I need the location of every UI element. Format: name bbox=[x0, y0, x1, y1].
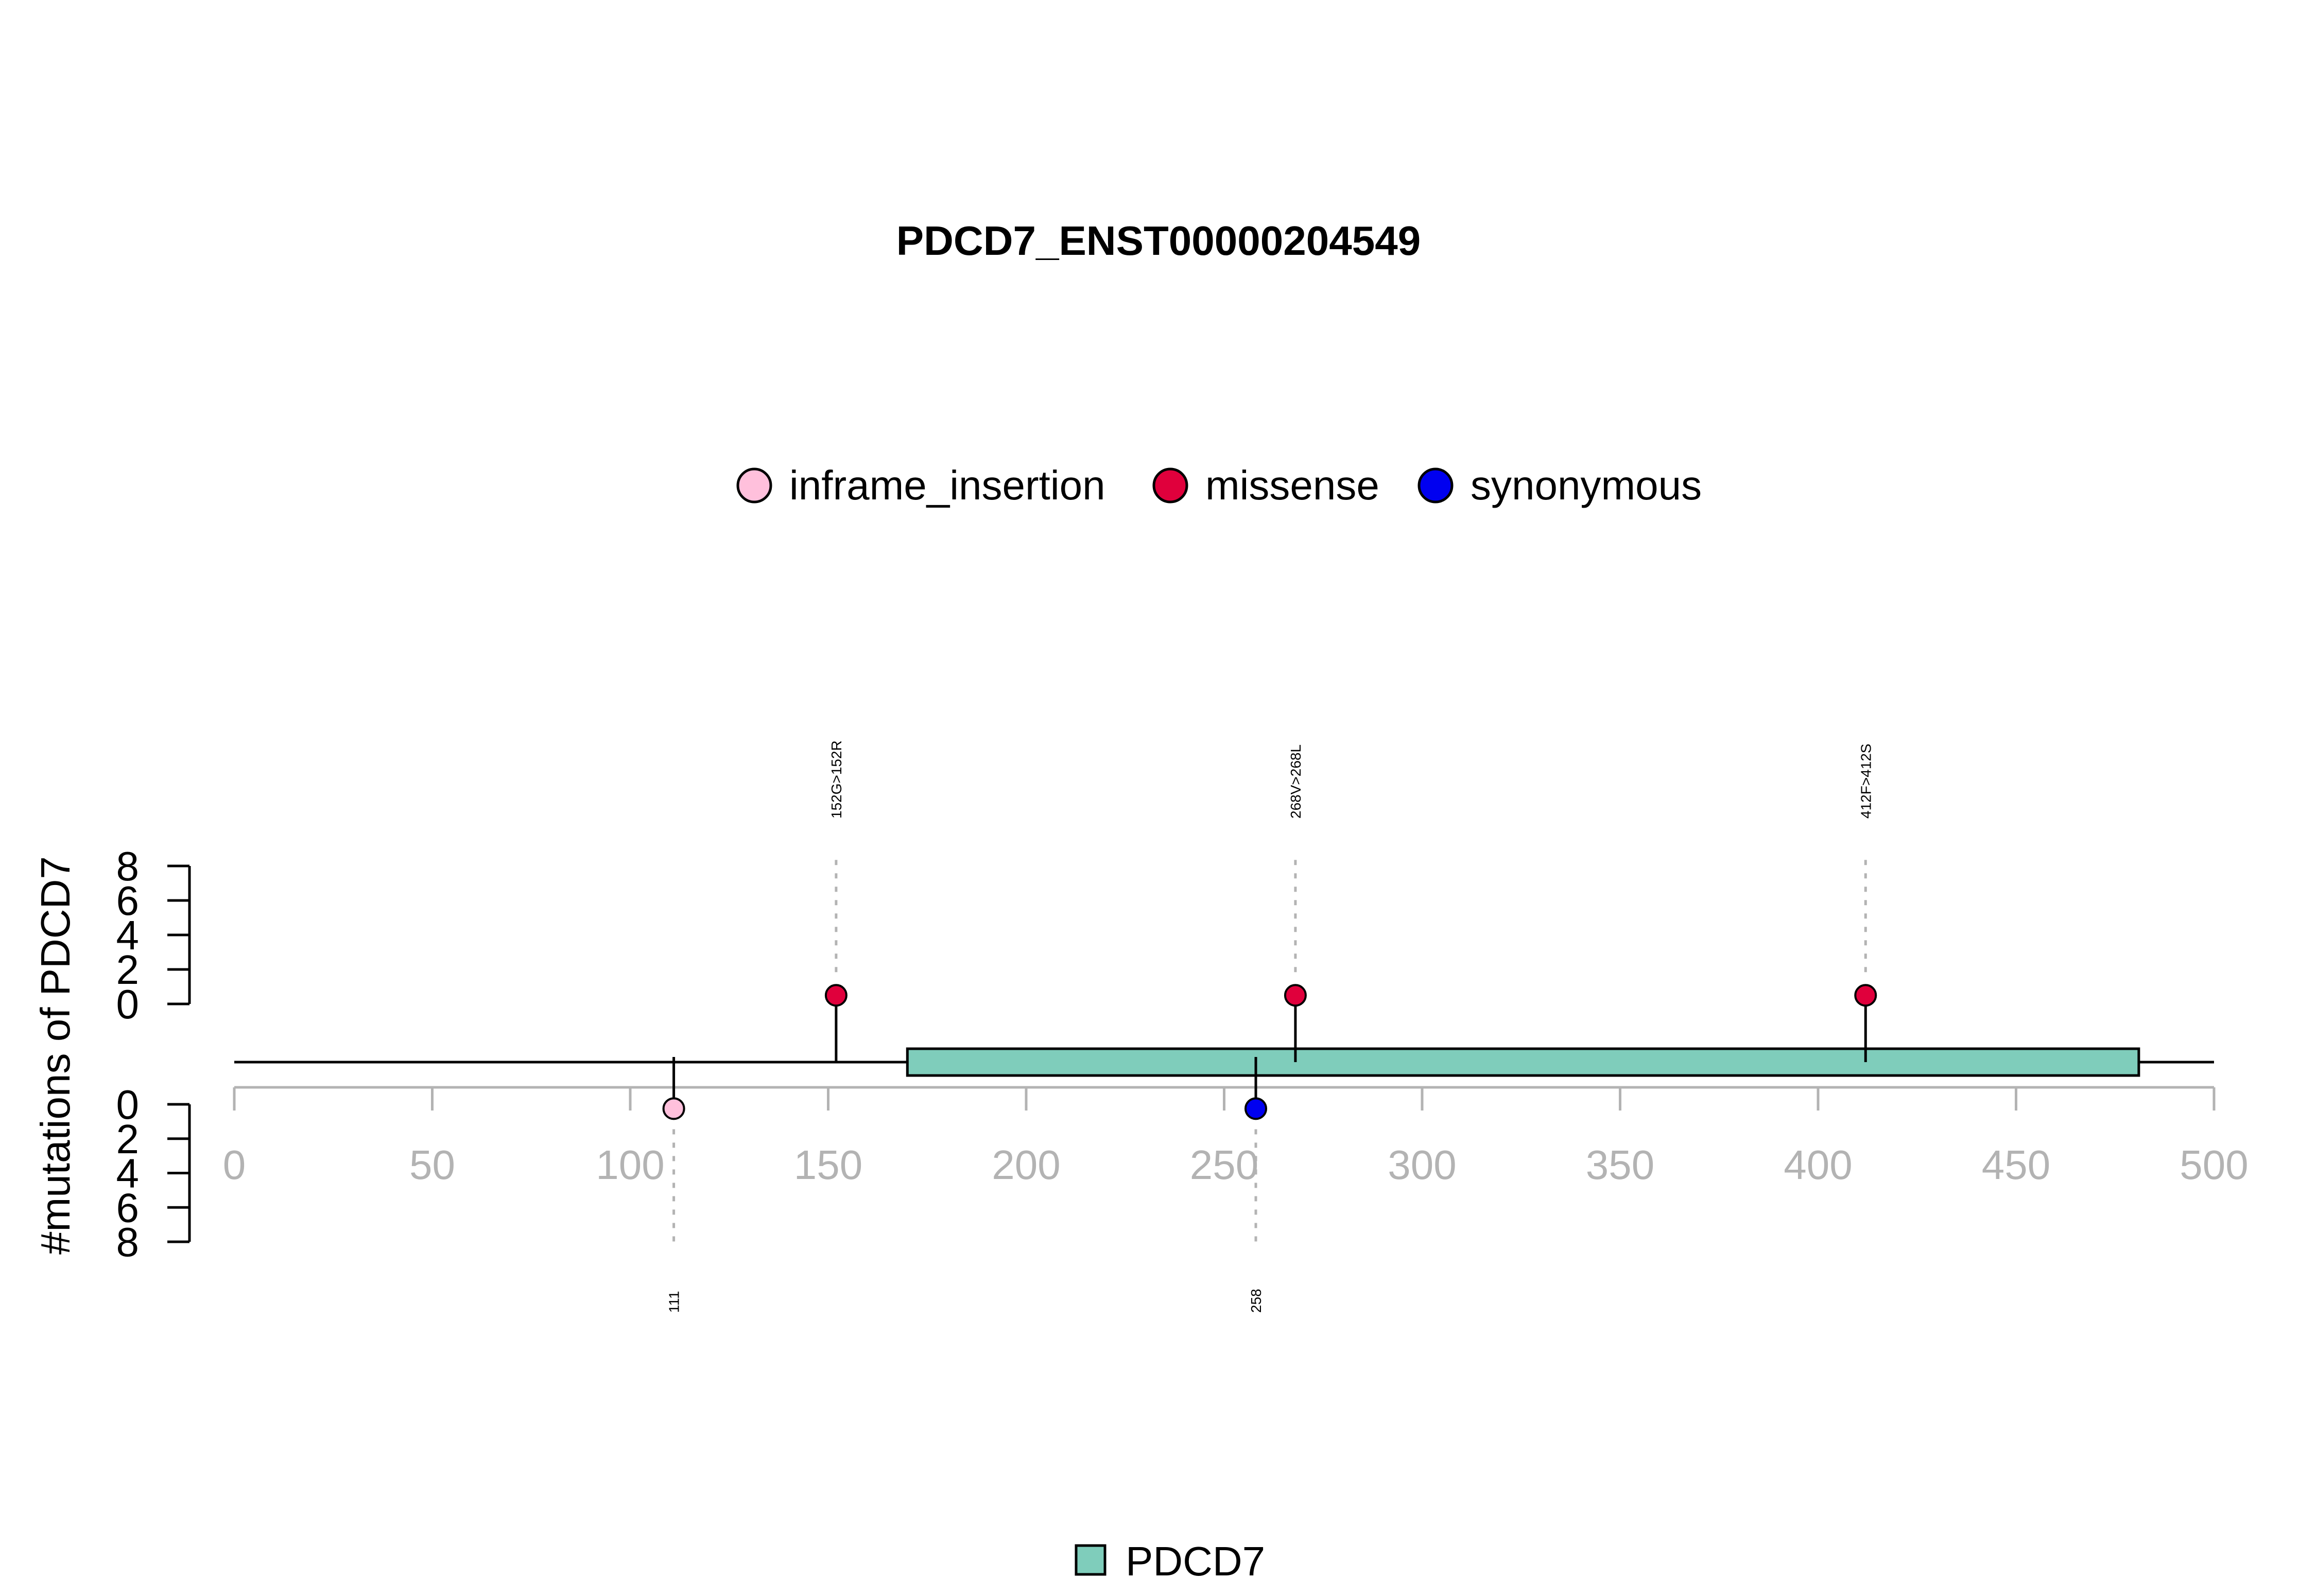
x-tick-label: 150 bbox=[794, 1142, 862, 1188]
y-tick-label-top: 0 bbox=[116, 981, 140, 1027]
legend-swatch-synonymous bbox=[1417, 467, 1454, 504]
domain-legend: PDCD7 bbox=[1075, 1538, 1265, 1584]
domain-legend-swatch bbox=[1075, 1544, 1106, 1576]
mutation-point-inframe-insertion bbox=[662, 1097, 685, 1120]
mutation-label: 258 bbox=[1248, 1289, 1264, 1313]
mutation-label: 152G>152R bbox=[828, 740, 844, 819]
domain-layer bbox=[906, 1047, 2140, 1077]
y-tick-label-bottom: 6 bbox=[116, 1185, 140, 1230]
mutation-label: 412F>412S bbox=[1858, 743, 1874, 819]
x-tick-label: 50 bbox=[409, 1142, 455, 1188]
x-tick-label: 400 bbox=[1784, 1142, 1852, 1188]
x-axis: 0 50 100 150 200 250 300 350 400 450 500 bbox=[223, 1086, 2249, 1188]
legend-label-inframe-insertion: inframe_insertion bbox=[789, 462, 1105, 508]
x-tick-label: 100 bbox=[596, 1142, 664, 1188]
mutation-point-missense bbox=[824, 984, 848, 1007]
x-tick-label: 250 bbox=[1190, 1142, 1258, 1188]
x-tick-label: 500 bbox=[2180, 1142, 2248, 1188]
mutation-label: 268V>268L bbox=[1288, 744, 1304, 819]
y-tick-label-bottom: 4 bbox=[116, 1151, 140, 1196]
x-tick-label: 200 bbox=[992, 1142, 1060, 1188]
legend-label-synonymous: synonymous bbox=[1471, 462, 1702, 508]
legend-label-missense: missense bbox=[1205, 462, 1379, 508]
mutation-point-missense bbox=[1284, 984, 1307, 1007]
mutation-label: 111 bbox=[666, 1291, 682, 1313]
y-tick-label-top: 6 bbox=[116, 878, 140, 924]
domain-legend-label: PDCD7 bbox=[1126, 1538, 1265, 1584]
x-tick-label: 350 bbox=[1586, 1142, 1654, 1188]
y-tick-label-top: 2 bbox=[116, 947, 140, 993]
mutation-type-legend: inframe_insertion missense synonymous bbox=[736, 462, 1702, 508]
x-tick-label: 450 bbox=[1982, 1142, 2050, 1188]
y-tick-label-top: 8 bbox=[116, 843, 140, 889]
legend-swatch-inframe-insertion bbox=[736, 467, 772, 504]
mutation-point-synonymous bbox=[1244, 1097, 1268, 1120]
chart-title: PDCD7_ENST00000204549 bbox=[896, 218, 1421, 264]
y-tick-label-bottom: 8 bbox=[116, 1219, 140, 1265]
domain-pdcd7 bbox=[906, 1047, 2140, 1077]
y-axis-label: #mutations of PDCD7 bbox=[32, 856, 78, 1255]
y-tick-label-top: 4 bbox=[116, 912, 140, 958]
y-tick-label-bottom: 2 bbox=[116, 1116, 140, 1162]
x-tick-label: 0 bbox=[223, 1142, 246, 1188]
legend-swatch-missense bbox=[1152, 467, 1188, 504]
y-tick-label-bottom: 0 bbox=[116, 1082, 140, 1127]
mutation-point-missense bbox=[1854, 984, 1877, 1007]
x-tick-label: 300 bbox=[1388, 1142, 1456, 1188]
mutation-layer: 152G>152R 268V>268L 412F>412S 111 258 bbox=[662, 740, 1877, 1313]
